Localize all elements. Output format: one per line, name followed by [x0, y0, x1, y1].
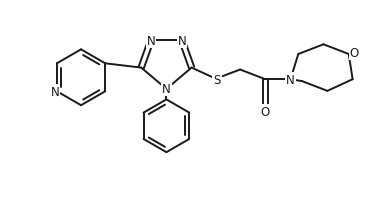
Text: N: N: [286, 73, 295, 86]
Text: N: N: [50, 85, 59, 98]
Text: S: S: [213, 73, 221, 86]
Text: N: N: [162, 83, 171, 96]
Text: O: O: [350, 47, 359, 60]
Text: N: N: [147, 35, 155, 48]
Text: O: O: [261, 105, 270, 118]
Text: N: N: [178, 35, 186, 48]
